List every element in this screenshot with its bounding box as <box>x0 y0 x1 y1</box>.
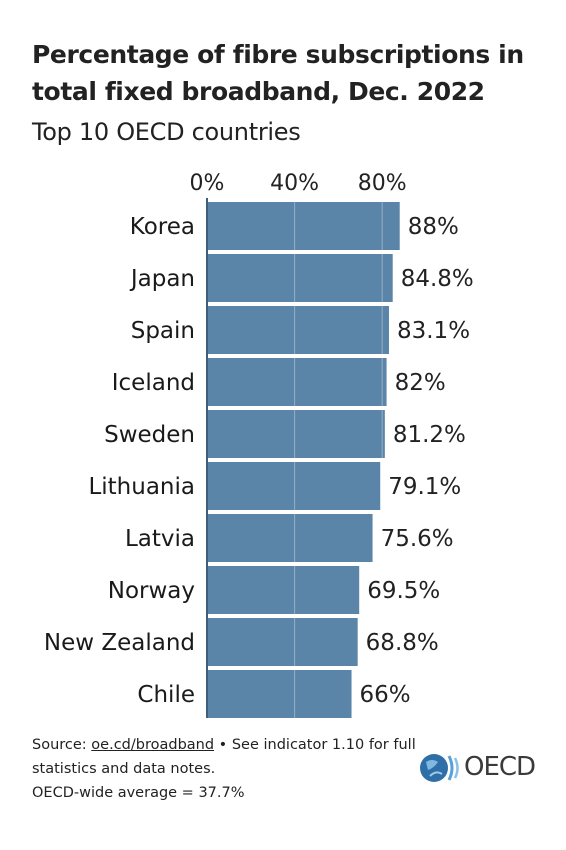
category-label: Spain <box>131 318 195 344</box>
bar-new-zealand <box>207 618 358 666</box>
x-tick-label: 0% <box>190 171 225 196</box>
oecd-globe-icon <box>420 754 459 782</box>
bar-korea <box>207 202 400 250</box>
value-label: 81.2% <box>393 422 466 448</box>
category-label: Lithuania <box>88 474 195 500</box>
category-label: Sweden <box>104 422 195 448</box>
category-label: Norway <box>108 578 195 604</box>
bar-sweden <box>207 410 385 458</box>
chart-subtitle: Top 10 OECD countries <box>32 118 301 146</box>
value-label: 84.8% <box>401 266 474 292</box>
bar-lithuania <box>207 462 381 510</box>
category-label: New Zealand <box>44 630 195 656</box>
bar-japan <box>207 254 393 302</box>
value-label: 66% <box>360 682 411 708</box>
x-tick-label: 80% <box>358 171 407 196</box>
value-label: 68.8% <box>366 630 439 656</box>
value-label: 82% <box>395 370 446 396</box>
bar-chile <box>207 670 352 718</box>
bar-chart: 0% 40% 80% Korea Japan Spain Iceland Sweden Lit… <box>44 171 474 718</box>
bar-iceland <box>207 358 387 406</box>
bar-spain <box>207 306 389 354</box>
source-prefix: Source: <box>32 737 92 753</box>
value-label: 79.1% <box>388 474 461 500</box>
bar-norway <box>207 566 360 614</box>
category-label: Japan <box>129 266 195 292</box>
oecd-logo-text: OECD <box>464 752 536 782</box>
category-label: Chile <box>137 682 195 708</box>
value-label: 88% <box>408 214 459 240</box>
source-suffix: • See indicator 1.10 for full statistics… <box>32 737 416 777</box>
oecd-logo: OECD <box>418 748 548 788</box>
category-label: Latvia <box>125 526 195 552</box>
value-label: 69.5% <box>367 578 440 604</box>
bar-latvia <box>207 514 373 562</box>
chart-title: Percentage of fibre subscriptions in tot… <box>32 40 524 106</box>
category-label: Iceland <box>112 370 195 396</box>
source-note: Source: oe.cd/broadband • See indicator … <box>32 733 422 805</box>
value-label: 75.6% <box>381 526 454 552</box>
category-label: Korea <box>130 214 195 240</box>
x-tick-label: 40% <box>270 171 319 196</box>
value-label: 83.1% <box>397 318 470 344</box>
source-link[interactable]: oe.cd/broadband <box>91 737 215 753</box>
average-note: OECD-wide average = 37.7% <box>32 785 245 801</box>
